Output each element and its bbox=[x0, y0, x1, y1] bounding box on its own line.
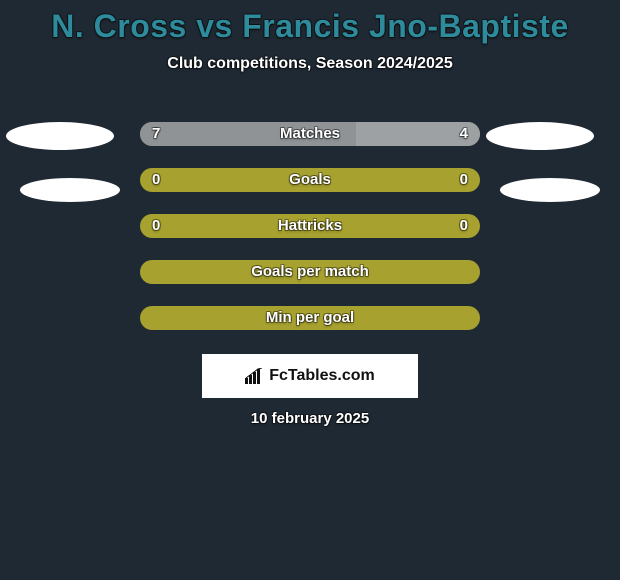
bar-track bbox=[140, 306, 480, 330]
page-title: N. Cross vs Francis Jno-Baptiste bbox=[0, 0, 620, 45]
logo-label: FcTables.com bbox=[269, 367, 375, 385]
stat-rows: Matches74Goals00Hattricks00Goals per mat… bbox=[0, 122, 620, 352]
bars-icon bbox=[245, 368, 265, 384]
logo-text: FcTables.com bbox=[245, 367, 375, 385]
stat-row: Hattricks00 bbox=[0, 214, 620, 260]
comparison-infographic: N. Cross vs Francis Jno-Baptiste Club co… bbox=[0, 0, 620, 580]
decorative-ellipse bbox=[500, 178, 600, 202]
date: 10 february 2025 bbox=[0, 410, 620, 427]
stat-row: Min per goal bbox=[0, 306, 620, 352]
bar-track bbox=[140, 122, 480, 146]
bar-left-fill bbox=[140, 122, 356, 146]
stat-row: Goals per match bbox=[0, 260, 620, 306]
bar-track bbox=[140, 260, 480, 284]
decorative-ellipse bbox=[486, 122, 594, 150]
bar-right-fill bbox=[356, 122, 480, 146]
bar-track bbox=[140, 214, 480, 238]
decorative-ellipse bbox=[20, 178, 120, 202]
source-logo: FcTables.com bbox=[202, 354, 418, 398]
bar-track bbox=[140, 168, 480, 192]
decorative-ellipse bbox=[6, 122, 114, 150]
subtitle: Club competitions, Season 2024/2025 bbox=[0, 55, 620, 73]
